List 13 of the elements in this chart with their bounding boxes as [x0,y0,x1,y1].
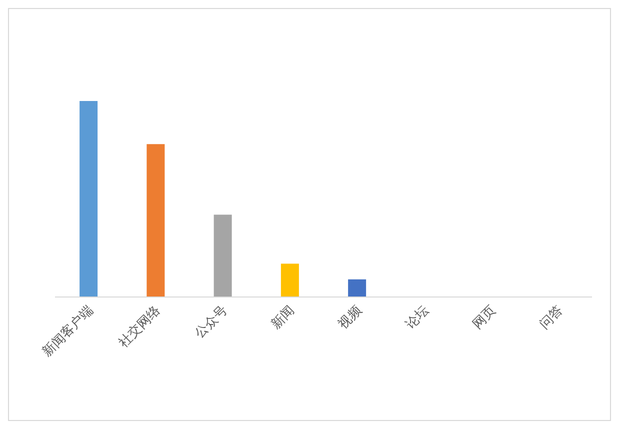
bar [348,279,366,297]
bar [280,264,299,297]
x-tick-label: 社交网络 [115,302,164,351]
bar [146,144,165,297]
x-tick-label: 视频 [336,303,365,332]
x-tick-label: 公众号 [192,303,231,342]
x-tick-label: 新闻客户端 [39,302,96,360]
x-tick-label: 问答 [537,303,566,332]
x-tick-label: 论坛 [403,303,432,332]
x-tick-label: 新闻 [268,303,298,332]
bar [214,214,232,297]
bar [80,101,98,297]
x-tick-label: 网页 [470,303,500,332]
